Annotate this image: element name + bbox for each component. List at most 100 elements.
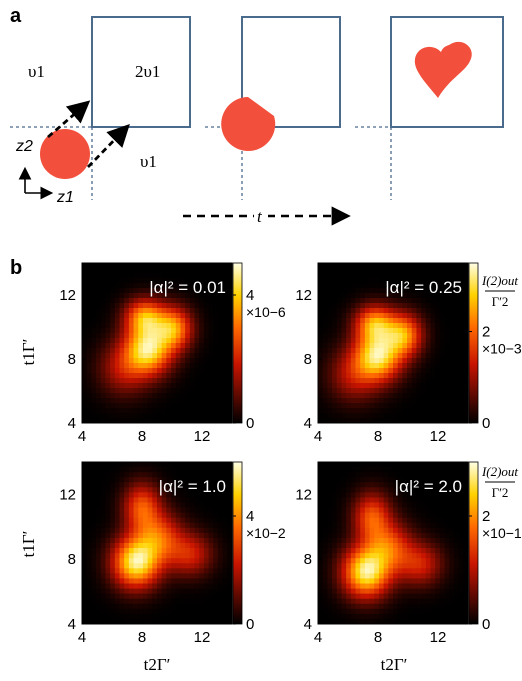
heatmap-cell	[114, 283, 120, 289]
heatmap-cell	[350, 507, 356, 514]
heatmap-cell	[425, 537, 431, 544]
heatmap-cell	[152, 308, 158, 314]
heatmap-cell	[332, 313, 338, 319]
heatmap-cell	[350, 383, 356, 389]
heatmap-cell	[378, 603, 385, 610]
heatmap-cell	[110, 507, 116, 514]
heatmap-cell	[369, 293, 375, 299]
heatmap-cell	[397, 403, 403, 409]
heatmap-cell	[114, 467, 120, 473]
heatmap-cell	[332, 482, 338, 488]
heatmap-cell	[222, 353, 228, 359]
heatmap-cell	[435, 408, 441, 414]
heatmap-cell	[180, 303, 186, 309]
heatmap-cell	[364, 558, 370, 564]
heatmap-cell	[421, 532, 427, 539]
heatmap-cell	[355, 268, 361, 274]
heatmap-cell	[453, 418, 460, 424]
heatmap-cell	[166, 553, 172, 559]
heatmap-cell	[425, 278, 431, 284]
heatmap-cell	[227, 413, 233, 419]
heatmap-cell	[355, 343, 361, 349]
heatmap-cell	[138, 368, 144, 374]
heatmap-cell	[208, 383, 214, 389]
heatmap-cell	[86, 492, 92, 498]
heatmap-cell	[114, 563, 120, 569]
heatmap-cell	[463, 283, 469, 289]
heatmap-cell	[350, 588, 356, 595]
heatmap-cell	[114, 348, 120, 354]
heatmap-cell	[133, 522, 139, 529]
heatmap-cell	[332, 273, 338, 279]
heatmap-cell	[133, 388, 139, 394]
heatmap-cell	[318, 603, 324, 610]
heatmap-cell	[100, 263, 106, 269]
heatmap-cell	[430, 338, 436, 344]
heatmap-cell	[142, 363, 149, 369]
heatmap-cell	[147, 608, 153, 615]
heatmap-cell	[171, 548, 177, 554]
heatmap-cell	[222, 608, 228, 615]
heatmap-cell	[86, 263, 92, 269]
heatmap-cell	[147, 268, 153, 274]
heatmap-cell	[350, 522, 356, 529]
heatmap-cell	[128, 318, 134, 324]
heatmap-cell	[128, 348, 134, 354]
heatmap-cell	[458, 618, 464, 625]
heatmap-cell	[171, 578, 177, 584]
heatmap-cell	[86, 537, 92, 544]
heatmap-cell	[119, 298, 125, 304]
heatmap-cell	[161, 543, 167, 549]
heatmap-cell	[82, 603, 88, 610]
heatmap-cell	[133, 378, 139, 384]
heatmap-cell	[402, 618, 408, 625]
heatmap-cell	[318, 293, 324, 299]
heatmap-cell	[336, 363, 342, 369]
heatmap-cell	[189, 368, 195, 374]
heatmap-cell	[407, 398, 413, 404]
heatmap-cell	[374, 502, 380, 508]
heatmap-cell	[411, 583, 417, 589]
heatmap-cell	[336, 408, 342, 414]
heatmap-cell	[110, 477, 116, 483]
heatmap-cell	[171, 573, 177, 579]
heatmap-cell	[114, 268, 120, 274]
heatmap-cell	[152, 318, 158, 324]
heatmap-cell	[318, 588, 324, 595]
heatmap-cell	[369, 558, 375, 564]
heatmap-cell	[96, 313, 102, 319]
heatmap-cell	[171, 318, 177, 324]
heatmap-cell	[439, 507, 445, 514]
heatmap-cell	[364, 553, 370, 559]
heatmap-cell	[458, 313, 464, 319]
heatmap-cell	[175, 358, 181, 364]
heatmap-cell	[421, 548, 427, 554]
heatmap-cell	[133, 553, 139, 559]
heatmap-cell	[180, 462, 186, 468]
x-tick-label: 12	[430, 629, 447, 646]
heatmap-cell	[430, 507, 436, 514]
heatmap-cell	[119, 527, 125, 534]
heatmap-cell	[458, 328, 464, 334]
colorbar-title-denominator-2: Γ′2	[492, 485, 509, 500]
heatmap-cell	[133, 303, 139, 309]
heatmap-cell	[449, 348, 455, 354]
heatmap-cell	[171, 537, 177, 544]
heatmap-cell	[453, 522, 460, 529]
heatmap-cell	[199, 532, 205, 539]
heatmap-cell	[318, 353, 324, 359]
heatmap-cell	[425, 558, 431, 564]
heatmap-cell	[82, 278, 88, 284]
heatmap-cell	[147, 467, 153, 473]
heatmap-cell	[119, 368, 125, 374]
colorbar-tick-label: 2	[482, 324, 490, 341]
heatmap-cell	[435, 398, 441, 404]
heatmap-cell	[364, 568, 370, 574]
heatmap-cell	[336, 603, 342, 610]
heatmap-cell	[369, 408, 375, 414]
heatmap-cell	[346, 378, 352, 384]
heatmap-cell	[208, 492, 214, 498]
heatmap-cell	[133, 348, 139, 354]
heatmap-cell	[336, 472, 342, 478]
